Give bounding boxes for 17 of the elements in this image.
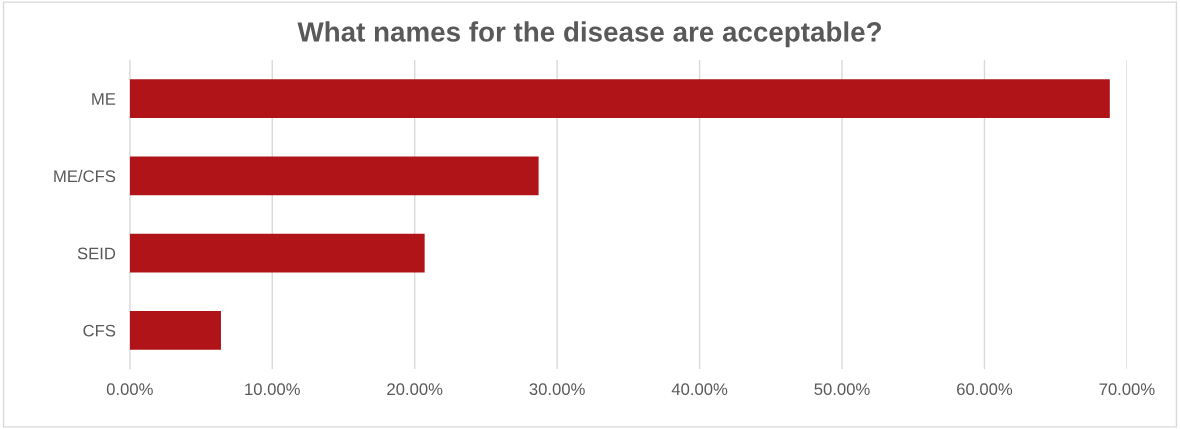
bar: [129, 233, 425, 273]
x-tick-label: 20.00%: [387, 383, 443, 396]
y-tick-label: ME: [92, 93, 116, 105]
bar: [129, 79, 1110, 118]
chart-title: What names for the disease are acceptable?: [297, 21, 881, 48]
x-tick-label: 60.00%: [957, 383, 1013, 396]
x-tick-label: 0.00%: [106, 383, 153, 396]
bar: [129, 156, 539, 196]
bar: [129, 311, 221, 350]
y-tick-label: SEID: [77, 247, 116, 260]
y-tick-label: ME/CFS: [54, 169, 116, 183]
x-tick-label: 30.00%: [529, 383, 585, 396]
x-tick-label: 10.00%: [245, 383, 300, 396]
x-tick-label: 70.00%: [1099, 383, 1155, 396]
x-tick-label: 40.00%: [671, 383, 728, 396]
y-tick-label: CFS: [83, 324, 116, 337]
x-tick-label: 50.00%: [814, 383, 870, 396]
